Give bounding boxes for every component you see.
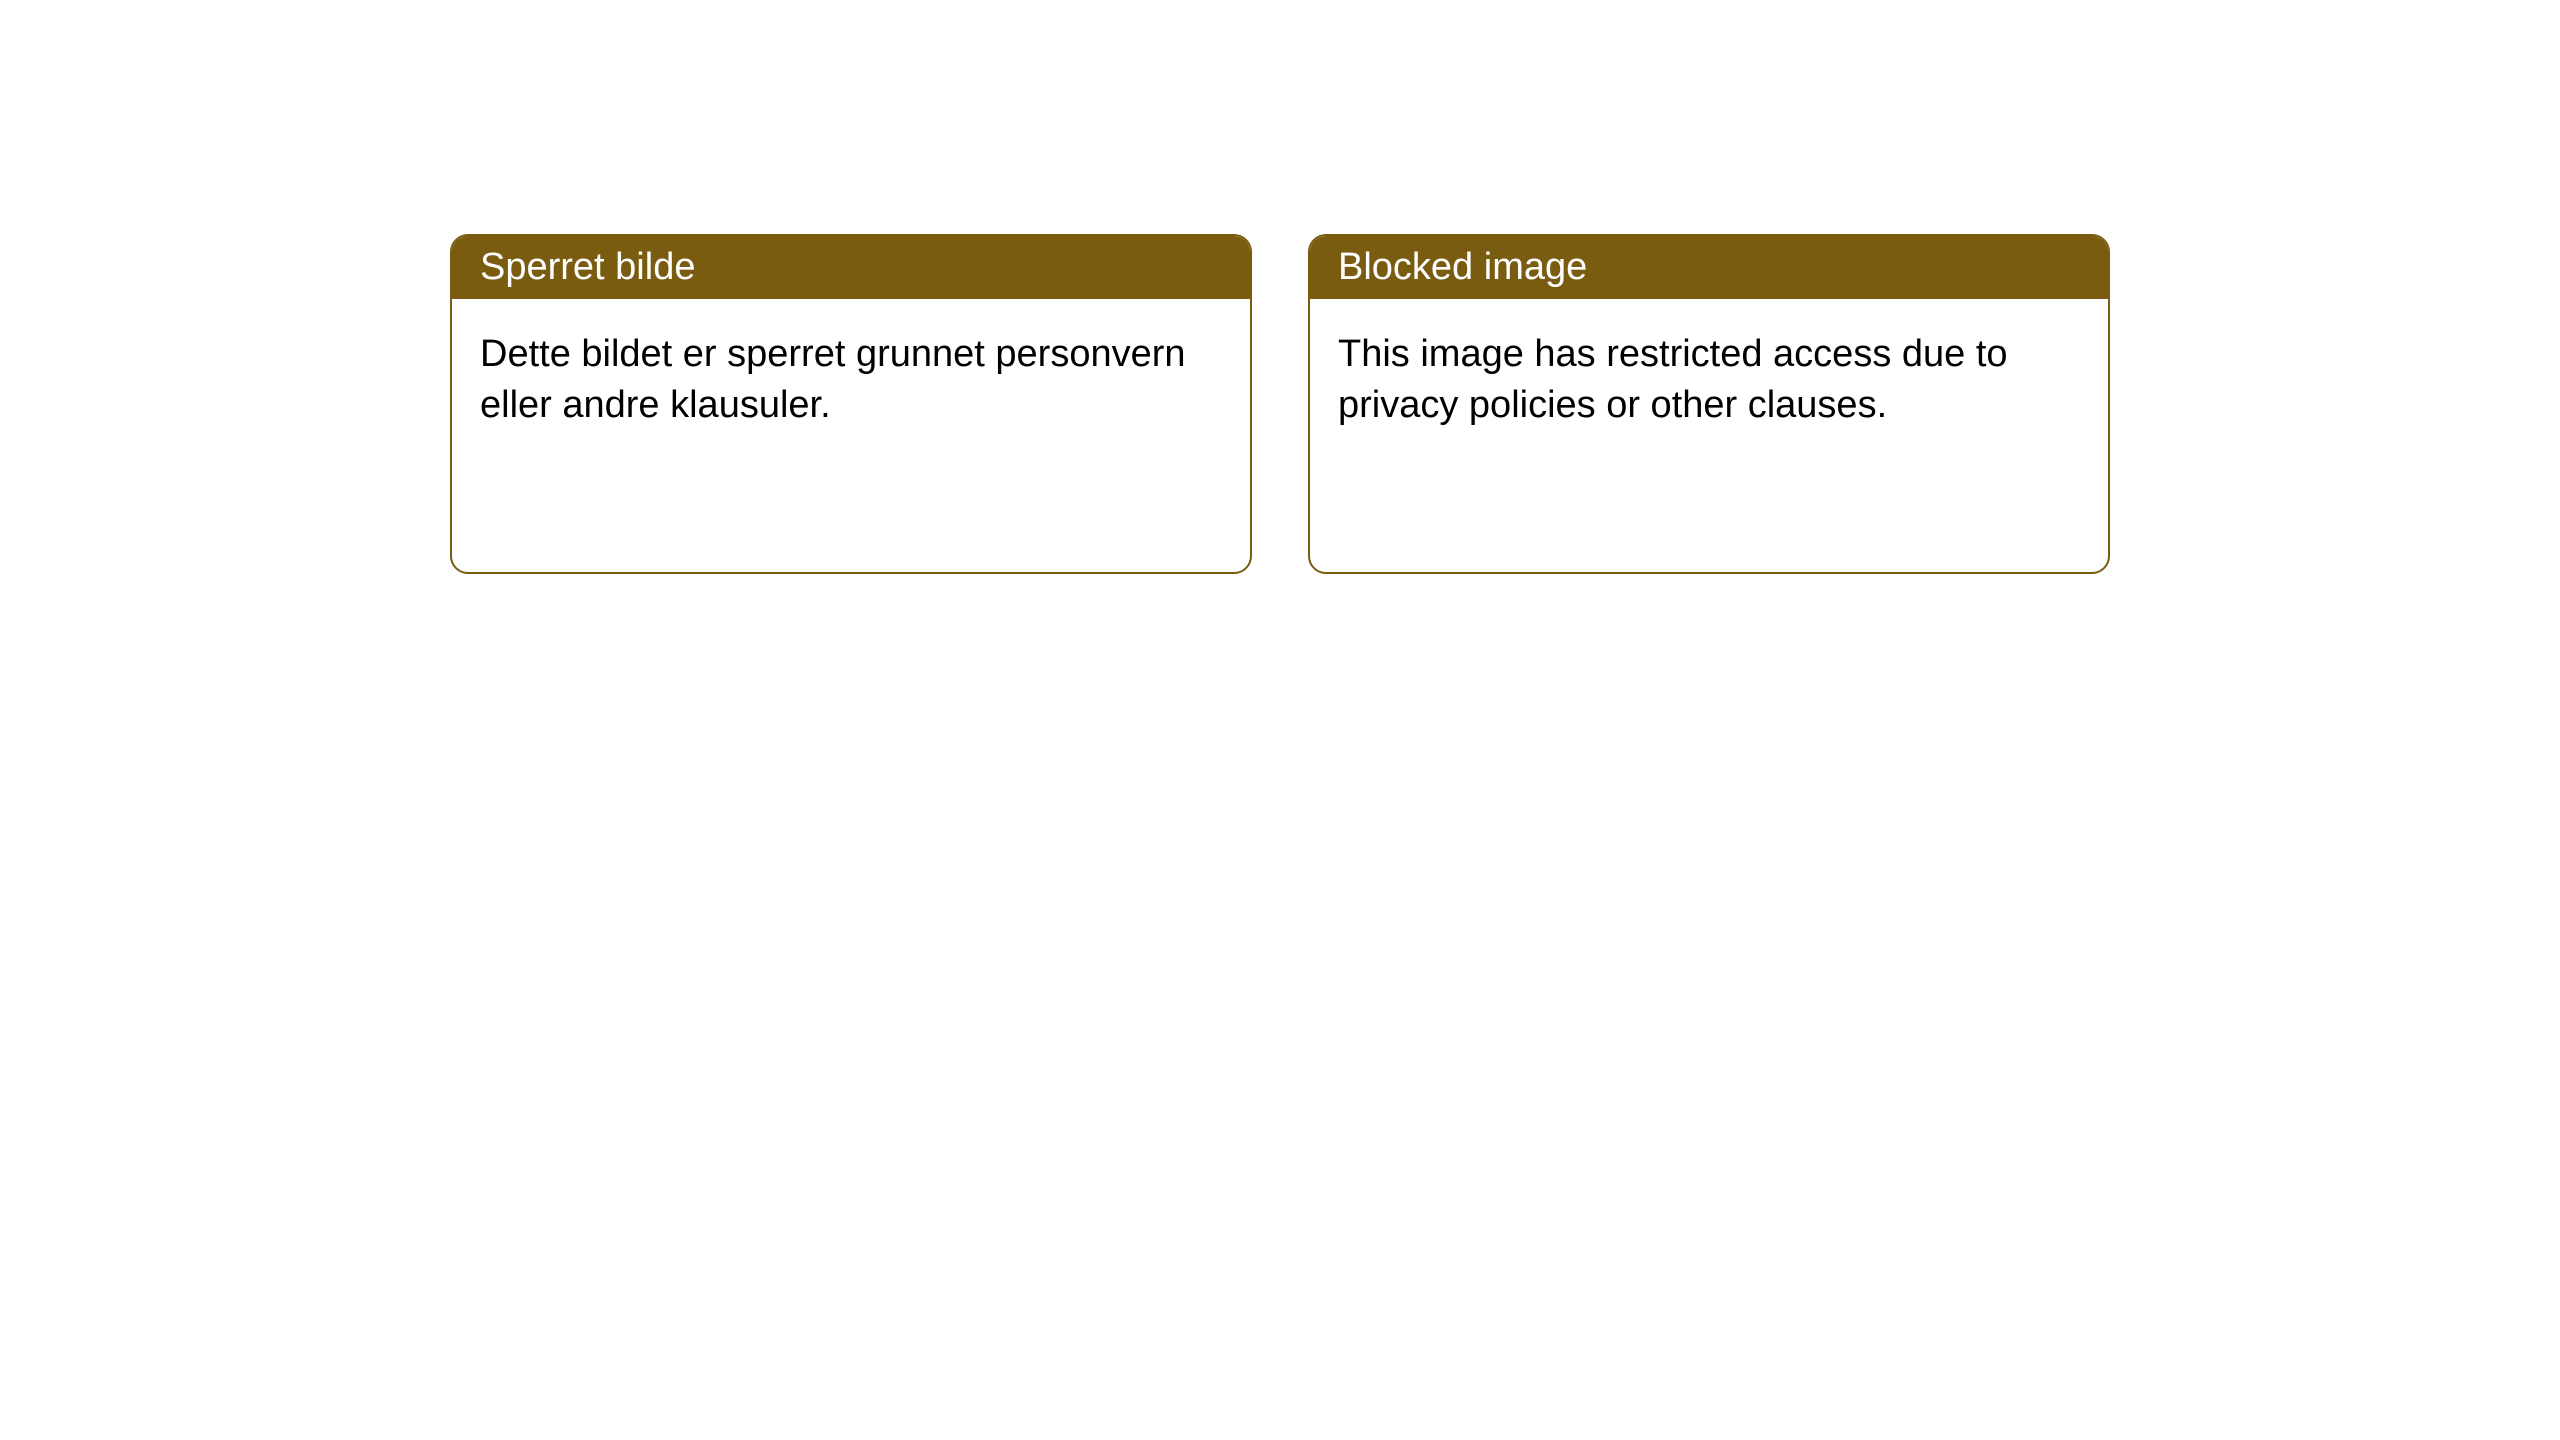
notice-container: Sperret bilde Dette bildet er sperret gr… [0, 0, 2560, 574]
notice-text: This image has restricted access due to … [1338, 333, 2008, 426]
notice-body: Dette bildet er sperret grunnet personve… [452, 299, 1250, 462]
notice-title: Sperret bilde [480, 246, 695, 288]
notice-body: This image has restricted access due to … [1310, 299, 2108, 462]
notice-card-norwegian: Sperret bilde Dette bildet er sperret gr… [450, 234, 1252, 574]
notice-card-english: Blocked image This image has restricted … [1308, 234, 2110, 574]
notice-title: Blocked image [1338, 246, 1587, 288]
notice-text: Dette bildet er sperret grunnet personve… [480, 333, 1186, 426]
notice-header: Sperret bilde [452, 236, 1250, 299]
notice-header: Blocked image [1310, 236, 2108, 299]
